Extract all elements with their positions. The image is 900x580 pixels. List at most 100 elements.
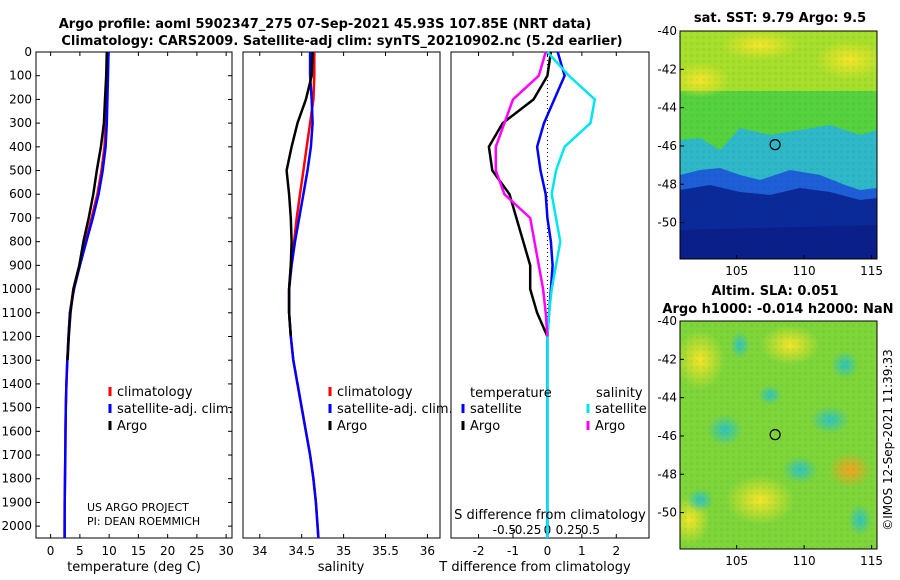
x-tick-label: 20 (160, 544, 175, 558)
map-x-tick-label: 115 (860, 264, 883, 278)
sst-heatmap (680, 31, 877, 259)
map-y-tick-label: -46 (657, 139, 677, 153)
salinity-panel: 34 34.5 35 35.5 36 salinity climatology satel… (242, 51, 453, 575)
title-line-2: Climatology: CARS2009. Satellite-adj cli… (61, 34, 622, 49)
salinity-legend: climatology satellite-adj. clim. Argo (328, 385, 453, 434)
depth-tick-label: 1200 (1, 329, 32, 343)
depth-tick-label: 600 (9, 187, 32, 201)
map-x-tick-label: 105 (725, 554, 748, 568)
series-line-s-argo (494, 51, 549, 337)
x-tick-label: 34 (252, 544, 267, 558)
depth-tick-label: 900 (9, 258, 32, 272)
legend-label: satellite-adj. clim. (117, 402, 233, 417)
x-tick-label: 1 (578, 544, 586, 558)
depth-tick-label: 1000 (1, 282, 32, 296)
map-y-tick-label: -40 (657, 24, 677, 38)
x-tick-label: 0 (47, 544, 55, 558)
map-y-tick-label: -48 (657, 467, 677, 481)
sla-heatmap (680, 321, 877, 549)
x-tick-label: -1 (507, 544, 519, 558)
sla-map-title-1: Altim. SLA: 0.051 (712, 284, 839, 299)
depth-tick-label: 0 (24, 45, 32, 59)
depth-tick-label: 2000 (1, 519, 32, 533)
depth-tick-label: 800 (9, 235, 32, 249)
temperature-legend: climatology satellite-adj. clim. Argo (108, 385, 233, 434)
legend-title-temperature: temperature (470, 386, 552, 401)
depth-tick-label: 1800 (1, 472, 32, 486)
legend-label: Argo (337, 419, 367, 434)
map-y-tick-label: -40 (657, 314, 677, 328)
depth-tick-label: 1300 (1, 353, 32, 367)
argo-location-marker-sst (769, 139, 781, 151)
map-y-tick-label: -50 (657, 506, 677, 520)
difference-legend: temperature salinitysatelliteArgosatellit… (461, 386, 647, 434)
argo-location-marker-sla (769, 429, 781, 441)
title-line-1: Argo profile: aoml 5902347_275 07-Sep-20… (59, 17, 592, 32)
x-tick-label: 30 (219, 544, 234, 558)
x-tick-label: 2 (612, 544, 620, 558)
s-tick-label: 0.5 (581, 523, 600, 537)
x-tick-label: 35.5 (372, 544, 399, 558)
legend-label: climatology (337, 385, 413, 400)
map-y-tick-label: -42 (657, 62, 677, 76)
salinity-series (285, 51, 320, 539)
map-x-tick-label: 105 (725, 264, 748, 278)
salinity-xlabel: salinity (318, 560, 365, 575)
legend-label: Argo (117, 419, 147, 434)
map-x-tick-label: 115 (860, 554, 883, 568)
series-line-t-argo (487, 51, 553, 337)
depth-tick-label: 200 (9, 92, 32, 106)
depth-tick-label: 700 (9, 211, 32, 225)
x-tick-label: 10 (101, 544, 116, 558)
sla-map-panel: Altim. SLA: 0.051 Argo h1000: -0.014 h20… (657, 284, 893, 568)
legend-label: Argo (595, 419, 625, 434)
s-difference-label: S difference from climatology (454, 508, 646, 523)
temperature-series (63, 51, 110, 539)
t-difference-xlabel: T difference from climatology (438, 560, 631, 575)
sst-map-title: sat. SST: 9.79 Argo: 9.5 (694, 11, 866, 26)
depth-tick-label: 1400 (1, 377, 32, 391)
series-line-argo (285, 51, 314, 337)
map-y-tick-label: -46 (657, 429, 677, 443)
map-y-tick-label: -44 (657, 391, 677, 405)
pi-note: PI: DEAN ROEMMICH (87, 515, 200, 528)
sla-map-title-2: Argo h1000: -0.014 h2000: NaN (662, 302, 893, 317)
map-y-tick-label: -44 (657, 101, 677, 115)
difference-series (487, 51, 597, 538)
salinity-axes-box (242, 51, 441, 539)
depth-tick-label: 300 (9, 116, 32, 130)
x-tick-label: 36 (420, 544, 435, 558)
legend-label: satellite (470, 402, 522, 417)
sst-map-panel: sat. SST: 9.79 Argo: 9.5 (657, 11, 883, 278)
x-tick-label: 15 (131, 544, 146, 558)
map-x-tick-label: 110 (793, 264, 816, 278)
map-x-tick-label: 110 (793, 554, 816, 568)
depth-tick-label: 1100 (1, 306, 32, 320)
project-note: US ARGO PROJECT (87, 501, 189, 514)
s-tick-label: -0.25 (510, 523, 541, 537)
temperature-panel: 0100200300400500600700800900100011001200… (1, 45, 649, 575)
temperature-xlabel: temperature (deg C) (67, 560, 201, 575)
series-line-s-satellite (546, 51, 597, 538)
map-y-tick-label: -48 (657, 177, 677, 191)
depth-tick-label: 400 (9, 140, 32, 154)
difference-panel: -2 -1 0 1 2 -0.5-0.25 0 0.250.5 T difference f… (438, 51, 650, 575)
depth-tick-label: 1500 (1, 401, 32, 415)
series-line-argo (66, 51, 109, 361)
depth-tick-label: 1700 (1, 448, 32, 462)
temperature-axes-box (35, 51, 233, 539)
legend-label: Argo (470, 419, 500, 434)
depth-tick-label: 100 (9, 69, 32, 83)
legend-label: satellite (595, 402, 647, 417)
s-tick-label: -0.5 (493, 523, 516, 537)
legend-label: satellite-adj. clim. (337, 402, 453, 417)
x-tick-label: -2 (473, 544, 485, 558)
map-y-tick-label: -42 (657, 352, 677, 366)
temperature-x-axis: 0 5 10 15 20 25 30 (47, 52, 234, 558)
x-tick-label: 34.5 (288, 544, 315, 558)
sla-map-axes: 105 110 115 -40 -42 -44 -46 -48 -50 (657, 314, 883, 568)
depth-tick-label: 1900 (1, 495, 32, 509)
legend-label: climatology (117, 385, 193, 400)
salinity-x-axis: 34 34.5 35 35.5 36 (252, 52, 435, 558)
